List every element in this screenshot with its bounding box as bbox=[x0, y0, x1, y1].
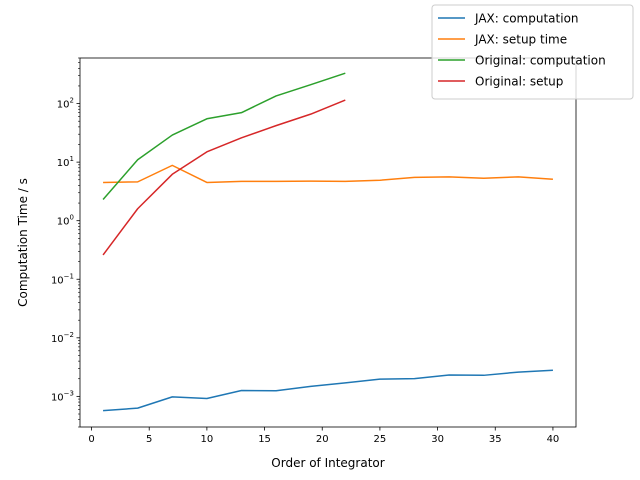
x-tick-label: 15 bbox=[258, 434, 271, 445]
plot-area bbox=[79, 57, 577, 428]
x-tick-label: 0 bbox=[88, 434, 94, 445]
legend-box bbox=[431, 4, 634, 100]
legend: JAX: computation JAX: setup time Original:… bbox=[431, 4, 634, 100]
x-tick-label: 40 bbox=[547, 434, 560, 445]
y-tick-label: 102 bbox=[57, 97, 74, 111]
legend-label-4: Original: setup bbox=[475, 75, 563, 89]
y-tick-label: 100 bbox=[57, 214, 74, 228]
x-tick-label: 10 bbox=[201, 434, 214, 445]
series-line-4 bbox=[102, 99, 346, 256]
x-tick-label: 30 bbox=[431, 434, 444, 445]
series-line-3 bbox=[102, 72, 346, 201]
legend-label-2: JAX: setup time bbox=[474, 33, 567, 47]
y-tick-label: 101 bbox=[57, 155, 74, 169]
x-axis-label: Order of Integrator bbox=[271, 456, 384, 470]
legend-label-3: Original: computation bbox=[475, 54, 606, 68]
axes-frame bbox=[79, 57, 577, 428]
series-layer bbox=[102, 72, 553, 412]
y-axis-label: Computation Time / s bbox=[16, 178, 30, 307]
legend-label-1: JAX: computation bbox=[474, 12, 579, 26]
x-axis: 0 5 10 15 20 25 30 35 40 bbox=[88, 427, 559, 445]
y-tick-label: 10−1 bbox=[51, 272, 74, 286]
y-tick-label: 10−2 bbox=[51, 331, 74, 345]
series-line-2 bbox=[103, 164, 553, 184]
series-line-1 bbox=[103, 369, 553, 412]
x-tick-label: 25 bbox=[374, 434, 387, 445]
y-axis: 10−3 10−2 10−1 100 101 102 bbox=[51, 57, 80, 428]
x-tick-label: 35 bbox=[489, 434, 502, 445]
x-tick-label: 5 bbox=[146, 434, 152, 445]
x-tick-label: 20 bbox=[316, 434, 329, 445]
y-tick-label: 10−3 bbox=[51, 389, 74, 403]
